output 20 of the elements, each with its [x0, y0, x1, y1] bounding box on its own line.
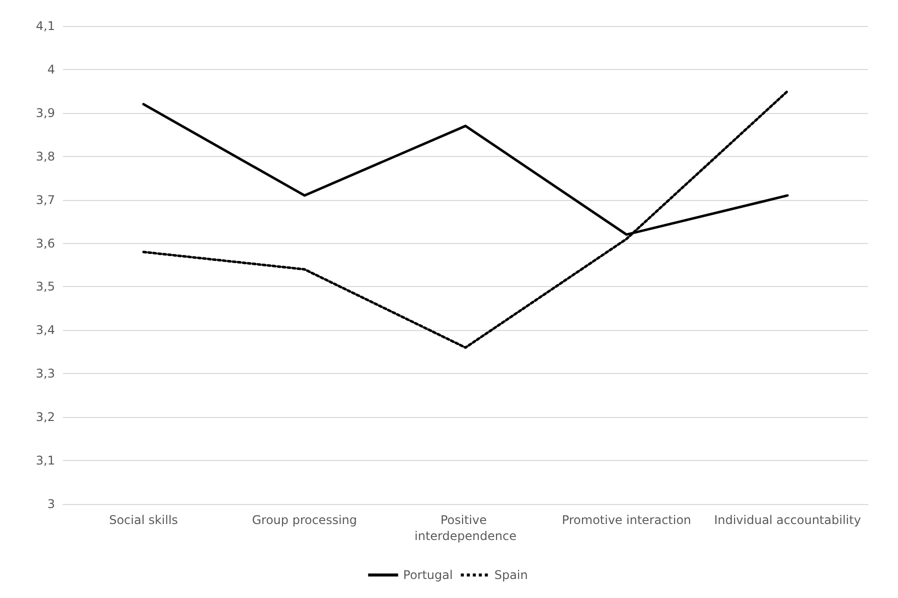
line-series [142, 90, 789, 349]
y-tick-label: 4 [47, 62, 55, 76]
y-tick-label: 4,1 [36, 19, 55, 33]
y-tick-label: 3,8 [36, 149, 55, 164]
y-tick-label: 3,9 [36, 106, 55, 120]
y-tick-label: 3 [47, 497, 55, 511]
y-tick-label: 3,4 [36, 323, 55, 338]
legend-label: Portugal [403, 568, 453, 582]
y-tick-label: 3,2 [36, 410, 55, 424]
y-tick-label: 3,1 [36, 454, 55, 468]
x-tick-label: Group processing [252, 513, 358, 527]
y-tick-label: 3,3 [36, 366, 55, 381]
x-tick-label: Promotive interaction [562, 513, 692, 527]
x-tick-label: Positive interdependence [414, 513, 516, 543]
y-tick-label: 3,5 [36, 280, 55, 294]
x-tick-label: Social skills [109, 513, 178, 527]
legend-label: Spain [494, 568, 528, 582]
y-tick-label: 3,6 [36, 236, 55, 250]
x-tick-label: Individual accountability [714, 513, 861, 527]
y-tick-label: 3,7 [36, 192, 55, 207]
